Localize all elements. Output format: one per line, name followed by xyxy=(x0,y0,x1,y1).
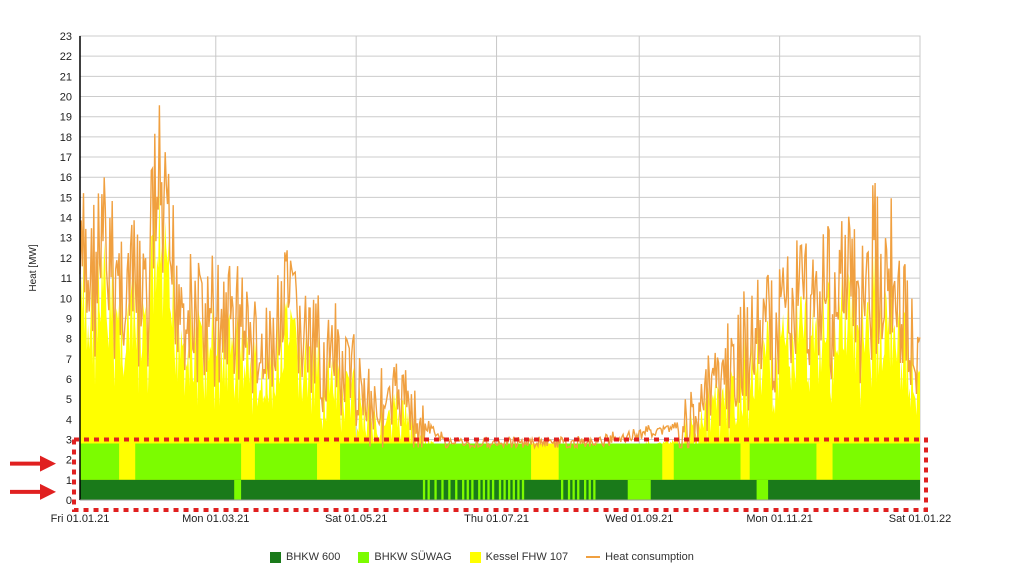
y-axis-label: Heat [MW] xyxy=(28,244,39,291)
bhkw-suewag-off-segment xyxy=(531,443,559,480)
legend-swatch xyxy=(270,551,281,563)
bhkw-600-off-segment xyxy=(508,479,511,500)
y-tick-label: 17 xyxy=(60,152,72,164)
y-tick-label: 6 xyxy=(66,374,72,386)
x-tick-label: Mon 01.03.21 xyxy=(182,513,249,525)
legend-swatch xyxy=(358,551,370,563)
y-tick-label: 21 xyxy=(60,71,72,83)
bhkw-600-off-segment xyxy=(577,479,580,500)
bhkw-600-off-segment xyxy=(588,479,591,500)
y-tick-label: 13 xyxy=(60,233,72,245)
legend-label: Kessel FHW 107 xyxy=(485,551,569,563)
legend-swatch xyxy=(469,551,481,563)
annotations xyxy=(10,437,928,513)
y-tick-label: 4 xyxy=(66,414,72,426)
bhkw-600-off-segment xyxy=(756,479,769,500)
bhkw-suewag-off-segment xyxy=(317,443,341,480)
bhkw-600-off-segment xyxy=(503,479,506,500)
y-tick-label: 2 xyxy=(66,455,72,467)
bhkw-600-off-segment xyxy=(441,479,444,500)
bhkw-600-off-segment xyxy=(471,479,474,500)
bhkw-suewag-off-segment xyxy=(816,443,833,480)
bhkw-600-off-segment xyxy=(567,479,571,500)
series-heat-consumption-line xyxy=(79,105,921,450)
y-tick-label: 1 xyxy=(66,475,72,487)
x-tick-label: Thu 01.07.21 xyxy=(464,513,529,525)
bhkw-600-off-segment xyxy=(593,479,596,500)
bhkw-600-off-segment xyxy=(627,479,651,500)
bhkw-600-off-segment xyxy=(498,479,502,500)
y-tick-label: 16 xyxy=(60,172,72,184)
y-tick-label: 20 xyxy=(60,92,72,104)
x-tick-label: Mon 01.11.21 xyxy=(746,513,812,525)
bhkw-suewag-off-segment xyxy=(740,443,750,480)
bhkw-600-off-segment xyxy=(491,479,495,500)
bhkw-600-off-segment xyxy=(427,479,430,500)
y-tick-label: 14 xyxy=(60,213,72,225)
x-tick-label: Sat 01.01.22 xyxy=(889,513,951,525)
bhkw-600-off-segment xyxy=(482,479,486,500)
series-bhkw-suewag-band xyxy=(80,443,920,480)
bhkw-suewag-off-segment xyxy=(662,443,674,480)
bhkw-600-off-segment xyxy=(560,479,564,500)
y-tick-label: 3 xyxy=(66,434,72,446)
legend-label: BHKW SÜWAG xyxy=(374,551,452,563)
x-tick-label: Wed 01.09.21 xyxy=(605,513,673,525)
x-tick-label: Sat 01.05.21 xyxy=(325,513,387,525)
legend-item: BHKW 600 xyxy=(270,551,340,563)
bhkw-600-off-segment xyxy=(448,479,451,500)
bhkw-suewag-off-segment xyxy=(241,443,255,480)
bhkw-600-off-segment xyxy=(478,479,481,500)
series-kessel-area xyxy=(80,184,920,500)
y-tick-label: 0 xyxy=(66,495,72,507)
y-tick-label: 19 xyxy=(60,112,72,124)
legend-swatch xyxy=(586,556,601,558)
y-tick-label: 22 xyxy=(60,51,72,63)
legend-item: BHKW SÜWAG xyxy=(358,551,452,563)
bhkw-600-off-segment xyxy=(584,479,587,500)
bhkw-suewag-off-segment xyxy=(119,443,136,480)
bhkw-600-off-segment xyxy=(422,479,426,500)
bhkw-600-off-segment xyxy=(487,479,490,500)
y-tick-label: 9 xyxy=(66,313,72,325)
bhkw-600-off-segment xyxy=(455,479,458,500)
legend-item: Kessel FHW 107 xyxy=(469,551,569,563)
bhkw-600-off-segment xyxy=(517,479,520,500)
bhkw-600-off-segment xyxy=(466,479,469,500)
highlight-arrow-head xyxy=(40,455,56,472)
y-tick-label: 15 xyxy=(60,192,72,204)
bhkw-600-off-segment xyxy=(234,479,242,500)
bhkw-600-off-segment xyxy=(572,479,575,500)
y-tick-label: 11 xyxy=(61,273,72,285)
legend-item: Heat consumption xyxy=(586,551,694,563)
y-tick-label: 5 xyxy=(66,394,72,406)
y-tick-label: 12 xyxy=(60,253,72,265)
y-tick-label: 18 xyxy=(60,132,72,144)
bhkw-600-off-segment xyxy=(521,479,525,500)
y-tick-label: 7 xyxy=(66,354,72,366)
highlight-arrow-head xyxy=(40,483,56,500)
legend-label: Heat consumption xyxy=(605,551,694,563)
series-areas xyxy=(79,105,921,500)
y-tick-label: 23 xyxy=(60,31,72,43)
bhkw-600-off-segment xyxy=(512,479,515,500)
x-axis: Fri 01.01.21 Mon 01.03.21 Sat 01.05.21 Thu … xyxy=(51,499,951,525)
y-tick-label: 8 xyxy=(66,334,72,346)
y-tick-label: 10 xyxy=(60,293,72,305)
legend-label: BHKW 600 xyxy=(286,551,341,563)
bhkw-600-off-segment xyxy=(434,479,437,500)
x-tick-label: Fri 01.01.21 xyxy=(51,513,110,525)
bhkw-600-off-segment xyxy=(462,479,465,500)
legend: BHKW 600 BHKW SÜWAG Kessel FHW 107 Heat con… xyxy=(270,551,694,563)
